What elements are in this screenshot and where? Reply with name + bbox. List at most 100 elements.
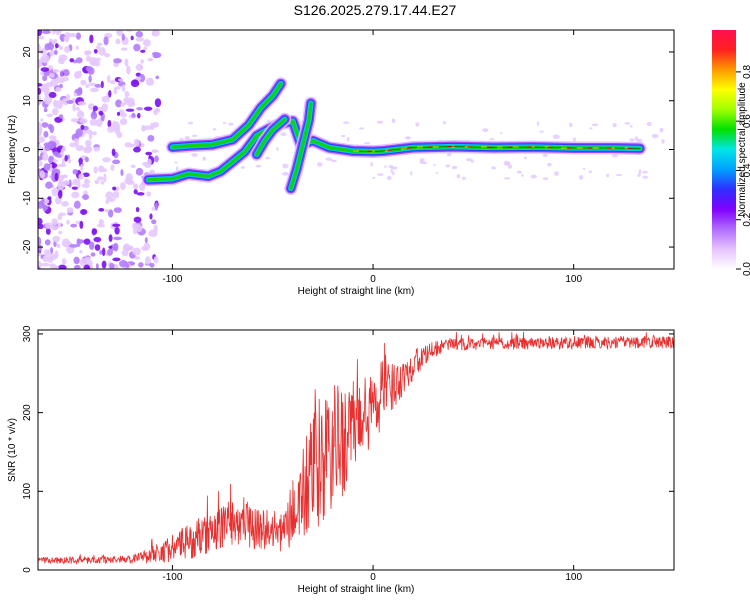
noise-blob [40, 118, 44, 122]
noise-blob [105, 191, 114, 199]
noise-blob [542, 153, 548, 157]
noise-blob [56, 243, 61, 249]
noise-blob [79, 118, 88, 124]
noise-blob [38, 156, 42, 162]
colorbar-gradient [712, 30, 736, 269]
noise-blob [624, 122, 631, 125]
noise-blob [154, 202, 158, 211]
noise-blob [140, 49, 146, 53]
colorbar-tick-label: 0.6 [742, 114, 750, 128]
noise-blob [93, 48, 98, 54]
noise-blob [154, 98, 162, 108]
noise-blob [530, 174, 537, 179]
noise-blob [131, 112, 136, 118]
noise-blob [71, 191, 80, 199]
noise-blob [343, 121, 350, 125]
noise-blob [77, 70, 82, 78]
noise-blob [51, 218, 58, 226]
noise-blob [330, 159, 337, 163]
noise-blob [57, 163, 67, 168]
noise-blob [144, 237, 148, 244]
spectrogram-y-tick-label: 20 [22, 46, 33, 58]
noise-blob [58, 180, 64, 185]
noise-blob [140, 59, 144, 64]
noise-blob [108, 90, 112, 98]
noise-blob [143, 46, 148, 51]
noise-blob [174, 161, 178, 164]
noise-blob [73, 59, 77, 64]
noise-blob [74, 264, 81, 269]
noise-blob [89, 87, 99, 93]
noise-blob [569, 122, 573, 128]
noise-blob [133, 216, 142, 223]
noise-blob [187, 121, 194, 125]
noise-blob [75, 45, 79, 50]
noise-blob [128, 143, 135, 148]
noise-blob [82, 194, 90, 201]
noise-blob [147, 57, 154, 62]
noise-blob [363, 142, 371, 145]
noise-blob [141, 126, 148, 131]
noise-blob [51, 40, 57, 45]
noise-blob [391, 118, 396, 124]
noise-blob [120, 102, 126, 107]
noise-blob [132, 247, 141, 256]
noise-blob [636, 138, 643, 143]
noise-blob [102, 247, 106, 257]
noise-blob [445, 164, 451, 168]
noise-blob [79, 220, 84, 229]
noise-blob [54, 172, 59, 182]
noise-blob [88, 82, 97, 87]
noise-blob [120, 169, 124, 177]
noise-blob [101, 95, 110, 103]
noise-blob [145, 151, 153, 156]
noise-blob [184, 135, 190, 141]
noise-blob [138, 73, 146, 83]
noise-blob [646, 121, 652, 127]
track-descending-branch [289, 101, 313, 191]
track-secondary-branch [255, 117, 287, 156]
noise-blob [107, 126, 115, 133]
noise-blob [630, 124, 633, 128]
noise-blob [104, 52, 111, 58]
snr-x-tick-label: -100 [162, 572, 182, 583]
noise-blob [45, 181, 53, 189]
noise-blob [62, 145, 66, 152]
noise-blob [107, 119, 112, 128]
noise-blob [589, 127, 593, 130]
noise-blob [95, 263, 99, 269]
colorbar: 0.0 0.2 0.4 0.6 0.8 Normalized spectral ampl… [712, 30, 750, 276]
noise-blob [38, 83, 43, 87]
noise-blob [40, 67, 50, 72]
noise-blob [41, 122, 49, 128]
colorbar-tick-label: 0.2 [742, 212, 750, 226]
noise-blob [130, 79, 140, 88]
noise-blob [40, 262, 50, 267]
noise-blob [410, 171, 413, 176]
noise-blob [93, 57, 102, 61]
noise-blob [503, 177, 511, 180]
noise-blob [59, 83, 63, 89]
noise-blob [38, 266, 41, 269]
noise-blob [107, 74, 111, 83]
noise-blob [38, 61, 42, 69]
spectrogram-x-axis-label: Height of straight line (km) [298, 286, 415, 297]
noise-blob [121, 249, 129, 257]
noise-blob [572, 137, 577, 142]
noise-blob [629, 138, 635, 142]
noise-blob [151, 149, 159, 153]
noise-blob [55, 100, 63, 109]
noise-blob [44, 144, 52, 151]
noise-blob [61, 200, 69, 207]
spectrogram-x-tick-label: 0 [370, 274, 376, 285]
noise-blob [523, 156, 527, 160]
noise-blob [136, 107, 143, 111]
noise-blob [113, 207, 122, 213]
noise-blob [52, 30, 56, 35]
noise-blob [446, 152, 452, 157]
snr-frame [37, 329, 675, 571]
noise-blob [81, 183, 90, 189]
noise-blob [390, 168, 393, 174]
spectrogram-y-tick-label: 0 [22, 146, 33, 152]
noise-blob [98, 207, 105, 212]
